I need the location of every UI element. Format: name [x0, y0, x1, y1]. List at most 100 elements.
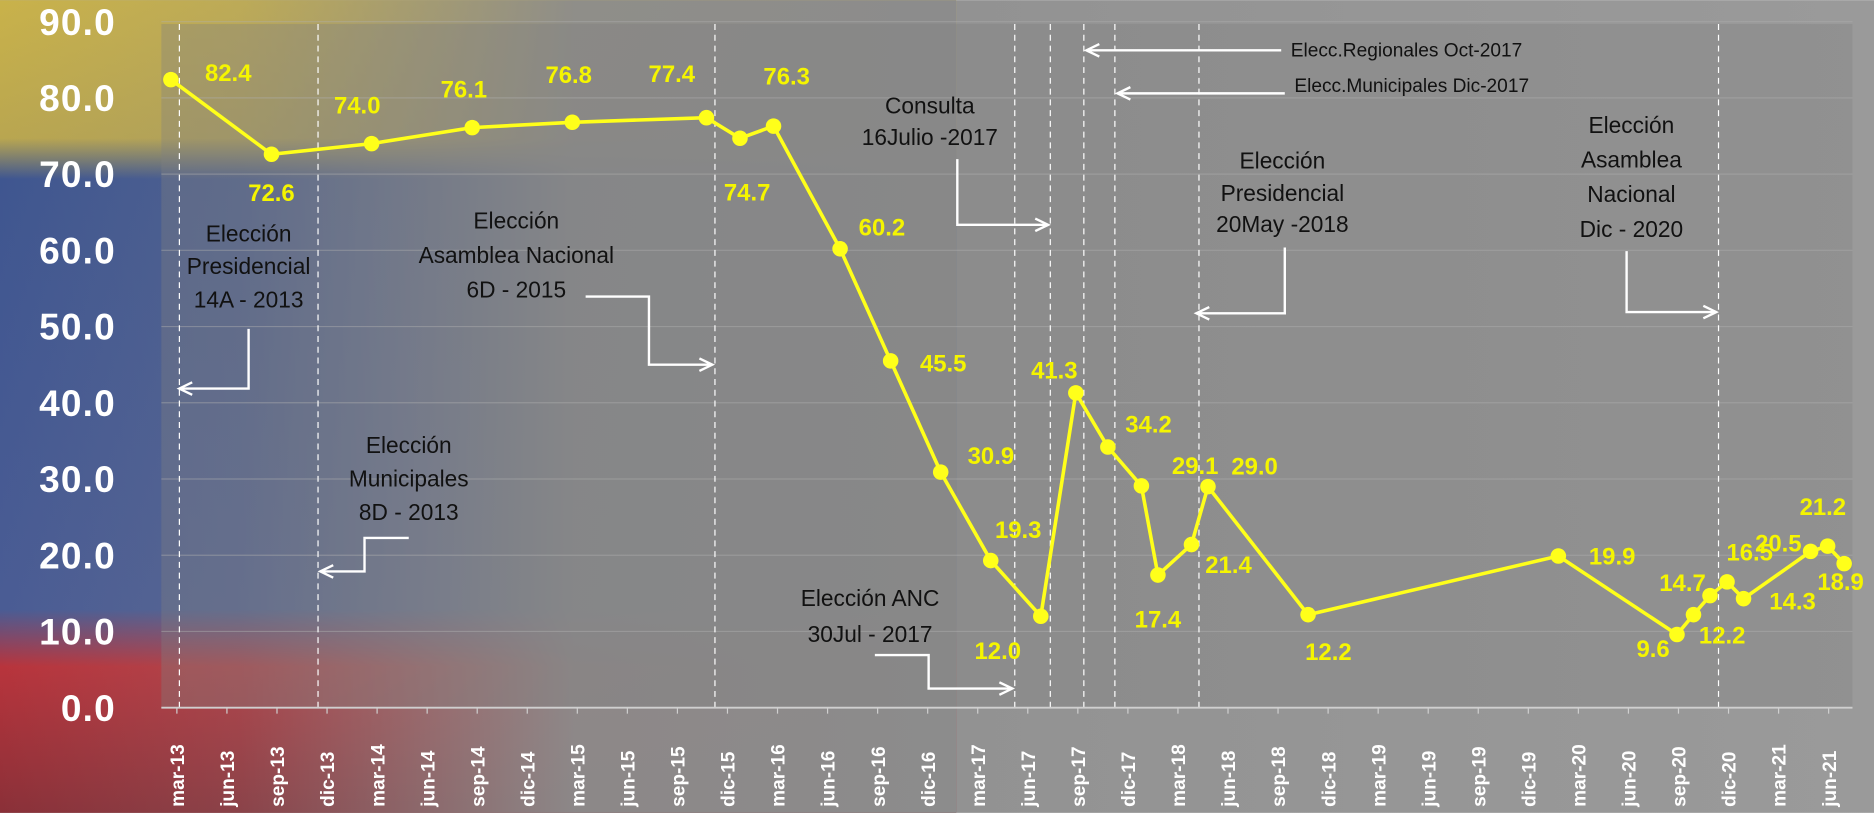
y-tick-label: 60.0: [39, 229, 116, 271]
x-tick-label: mar-18: [1169, 744, 1190, 807]
flag-fade: [0, 0, 957, 813]
value-label: 77.4: [649, 61, 696, 88]
value-label: 21.2: [1800, 494, 1847, 521]
arrow-head: [998, 681, 1016, 696]
x-tick-label: dic-13: [318, 752, 339, 807]
value-label: 14.7: [1659, 570, 1706, 597]
annotation-text: Elección: [1240, 148, 1326, 174]
y-tick-label: 10.0: [39, 611, 116, 653]
x-tick-label: jun-15: [619, 750, 640, 808]
value-label: 60.2: [859, 215, 906, 242]
annotation-text: Consulta: [885, 93, 975, 119]
annotation-text: Elección ANC: [801, 585, 940, 611]
data-point: [1836, 555, 1852, 572]
x-tick-label: sep-17: [1069, 746, 1090, 807]
data-point: [1702, 587, 1718, 604]
x-tick-label: mar-14: [368, 744, 389, 807]
value-label: 18.9: [1817, 569, 1863, 596]
data-point: [1068, 385, 1084, 401]
x-tick-label: mar-17: [969, 744, 990, 807]
value-label: 21.4: [1205, 552, 1252, 579]
annotation-arrow: [1625, 251, 1717, 314]
annotation-arrow: [874, 653, 1013, 690]
annotation-text: Municipales: [349, 466, 469, 492]
value-label: 74.7: [724, 179, 771, 206]
data-point: [464, 119, 480, 136]
data-point: [1550, 548, 1567, 564]
x-tick-label: mar-20: [1570, 744, 1591, 807]
x-tick-label: sep-20: [1670, 746, 1691, 807]
annotation-arrow: [1196, 247, 1286, 315]
annotation-text: Dic - 2020: [1580, 216, 1683, 242]
data-point: [1685, 606, 1702, 623]
x-tick-label: sep-19: [1469, 746, 1490, 807]
x-tick-label: mar-19: [1369, 744, 1390, 807]
y-tick-label: 30.0: [39, 458, 116, 500]
data-point: [882, 353, 899, 369]
y-tick-label: 40.0: [39, 382, 116, 424]
y-tick-label: 90.0: [39, 1, 116, 43]
annotation-text: 8D - 2013: [359, 499, 459, 525]
annotations: Elección Presidencial 14A - 2013 Elección Mu…: [176, 24, 1720, 708]
x-tick-label: jun-21: [1820, 750, 1841, 808]
annotation-arrow: [585, 295, 713, 366]
x-tick-label: dic-16: [919, 752, 940, 807]
x-tick-label: dic-18: [1319, 751, 1340, 807]
value-label: 12.0: [975, 638, 1022, 665]
x-tick-label: sep-18: [1269, 746, 1290, 807]
y-tick-label: 20.0: [39, 534, 116, 576]
annotation-text: Presidencial: [1221, 180, 1345, 206]
value-label: 72.6: [248, 180, 295, 207]
value-label: 41.3: [1031, 358, 1078, 385]
value-label: 14.3: [1769, 588, 1816, 615]
value-label: 74.0: [334, 93, 380, 120]
data-point: [1802, 543, 1819, 560]
annotation-arrow: [956, 159, 1049, 227]
value-label: 76.8: [545, 62, 592, 89]
x-tick-label: jun-18: [1219, 750, 1240, 808]
y-tick-label: 50.0: [39, 306, 116, 348]
value-label: 16.5: [1726, 539, 1773, 566]
annotation-text: Elección: [473, 207, 559, 233]
annotation-text: 30Jul - 2017: [808, 621, 933, 647]
plot-area: [161, 24, 1853, 708]
annotation-text: Elección: [1589, 112, 1675, 138]
annotation-arrow: [320, 536, 409, 573]
y-tick-label: 70.0: [39, 153, 116, 195]
annotation-text: Nacional: [1587, 181, 1675, 207]
x-tick-label: jun-19: [1419, 751, 1440, 808]
value-label: 19.9: [1589, 543, 1635, 570]
annotation-text: 20May -2018: [1216, 211, 1348, 237]
x-tick-label: dic-19: [1519, 752, 1540, 807]
value-label: 34.2: [1125, 412, 1172, 439]
x-tick-label: dic-17: [1119, 752, 1140, 807]
data-point: [698, 109, 715, 126]
arrow-head: [1083, 43, 1100, 58]
value-label: 17.4: [1135, 607, 1182, 634]
data-point: [765, 118, 782, 134]
x-tick-label: mar-16: [769, 744, 790, 807]
annotation-text: Asamblea: [1581, 146, 1682, 172]
annotation-text: Asamblea Nacional: [419, 242, 614, 268]
value-label: 29.0: [1231, 454, 1278, 481]
x-tick-label: dic-20: [1720, 752, 1741, 807]
annotation-text: 6D - 2015: [466, 277, 566, 303]
data-point: [1200, 478, 1216, 495]
value-label: 30.9: [968, 443, 1015, 470]
arrow-head: [1034, 217, 1051, 233]
arrow-head: [317, 564, 334, 579]
data-point: [263, 146, 280, 163]
data-point: [363, 135, 380, 152]
x-tick-label: jun-14: [418, 750, 439, 808]
arrow-head: [1114, 86, 1131, 101]
value-label: 9.6: [1636, 636, 1669, 663]
arrow-head: [698, 357, 716, 372]
value-label: 12.2: [1305, 639, 1351, 666]
x-tick-label: dic-14: [518, 751, 539, 807]
data-point: [1183, 536, 1200, 553]
annotation-text: 16Julio -2017: [862, 124, 998, 150]
data-point: [1100, 439, 1116, 455]
data-point: [932, 464, 949, 480]
